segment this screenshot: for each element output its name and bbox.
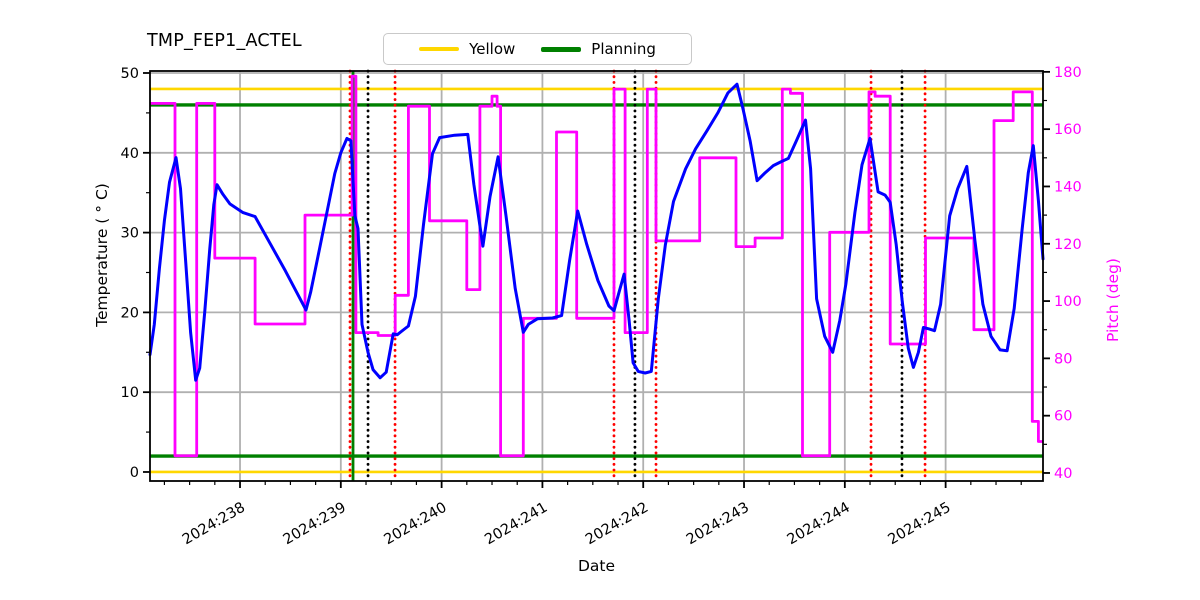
y-right-tick-label: 40 [1054,466,1072,482]
axes-spines [149,70,1044,482]
y-left-tick-label: 0 [130,465,139,481]
x-tick-label: 2024:242 [583,500,651,549]
legend-item-planning: Planning [541,40,656,58]
yellow-line-sample-icon [419,47,460,51]
x-axis-label: Date [577,557,616,575]
legend-item-yellow: Yellow [419,40,515,58]
axis-ticks [143,70,1050,488]
y-axis-label-right: Pitch (deg) [1104,258,1122,342]
y-left-tick-label: 20 [121,305,139,321]
legend-label-planning: Planning [591,40,656,58]
x-tick-labels: 2024:238 2024:239 2024:240 2024:241 2024:242… [180,500,954,549]
y-left-tick-labels: 0 10 20 30 40 50 [121,66,139,481]
y-right-tick-label: 140 [1054,179,1082,195]
x-tick-label: 2024:244 [785,500,853,549]
legend: Yellow Planning [383,33,692,65]
y-right-tick-label: 80 [1054,351,1072,367]
y-axis-label-left: Temperature ( ° C) [93,183,111,327]
y-right-tick-label: 160 [1054,122,1082,138]
y-left-tick-label: 50 [121,66,139,82]
y-right-tick-label: 120 [1054,237,1082,253]
pitch-series-line [150,74,1043,458]
temperature-series [148,82,1045,382]
event-lines [348,69,927,483]
axes-box [149,70,1044,482]
temperature-series-line [148,82,1045,382]
x-tick-label: 2024:241 [482,500,550,549]
y-right-tick-label: 100 [1054,294,1082,310]
x-tick-label: 2024:239 [281,500,349,549]
y-left-tick-label: 40 [121,146,139,162]
y-right-tick-label: 180 [1054,65,1082,81]
legend-label-yellow: Yellow [469,40,516,58]
y-right-tick-labels: 40 60 80 100 120 140 160 180 [1054,65,1082,482]
x-tick-label: 2024:243 [684,500,752,549]
y-left-tick-label: 10 [121,385,139,401]
x-tick-label: 2024:238 [180,500,248,549]
y-right-tick-label: 60 [1054,409,1072,425]
planning-line-sample-icon [541,46,582,52]
x-tick-label: 2024:240 [381,500,449,549]
limit-lines [150,87,1043,474]
chart-title: TMP_FEP1_ACTEL [147,31,302,51]
y-left-tick-label: 30 [121,226,139,242]
grid-lines [150,71,1043,481]
pitch-series [150,74,1043,458]
x-tick-label: 2024:245 [885,500,953,549]
